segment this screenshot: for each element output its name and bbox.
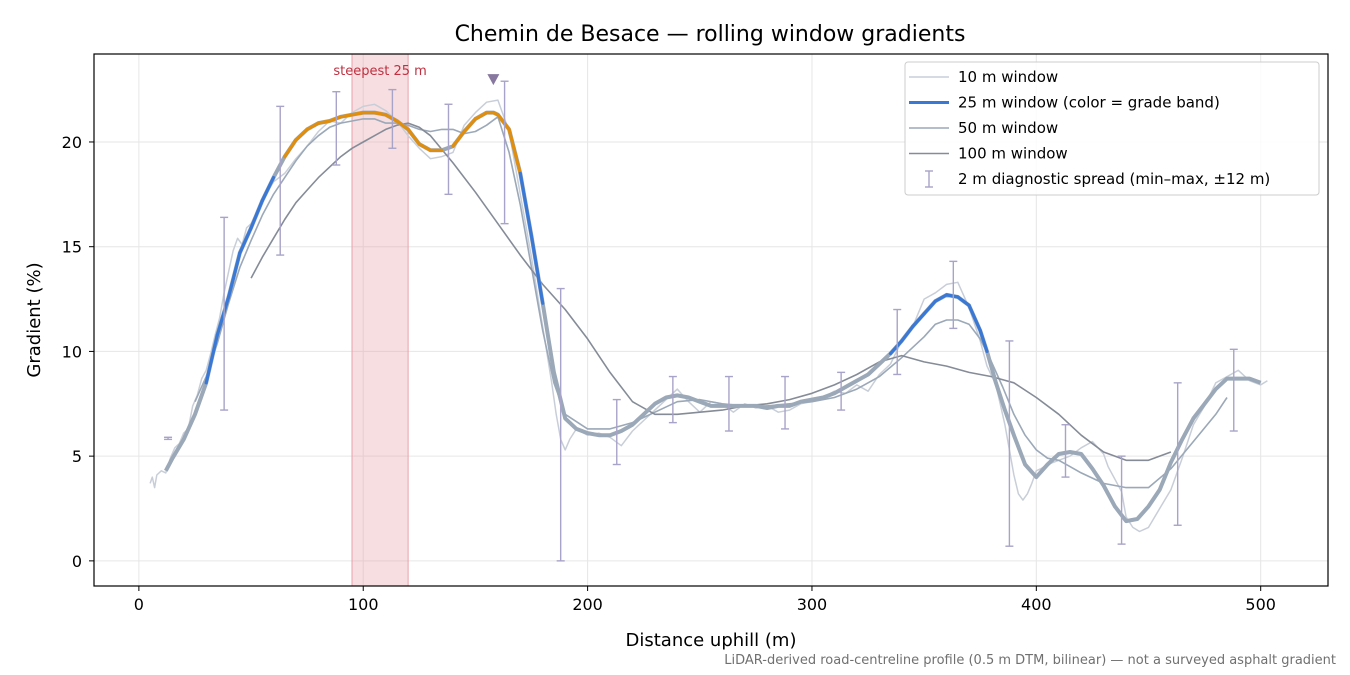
legend: 10 m window 25 m window (color = grade ba… xyxy=(904,61,1320,196)
x-tick-label: 300 xyxy=(797,595,828,614)
series-25m-segment xyxy=(395,119,410,132)
error-bar xyxy=(332,91,341,166)
series-25m-segment xyxy=(888,339,904,356)
x-tick-label: 100 xyxy=(348,595,379,614)
legend-box xyxy=(904,61,1320,196)
series-25m-segment xyxy=(350,111,365,117)
y-tick-label: 0 xyxy=(72,552,82,571)
series-25m-segment xyxy=(507,127,522,175)
series-25m-segment xyxy=(956,295,971,307)
error-bar xyxy=(276,105,285,256)
peak-marker-layer xyxy=(487,74,500,86)
y-tick-label: 10 xyxy=(62,342,82,361)
legend-label: 2 m diagnostic spread (min–max, ±12 m) xyxy=(958,170,1270,188)
error-bar xyxy=(1173,382,1182,526)
error-bar xyxy=(781,375,790,430)
error-bar xyxy=(1229,348,1238,432)
y-tick-label: 15 xyxy=(62,238,82,257)
steepest-band-rect xyxy=(351,53,409,587)
error-bars xyxy=(164,80,1238,562)
legend-entry: 50 m window xyxy=(909,119,1058,137)
series-25m-segment xyxy=(372,111,388,117)
series-25m-segment xyxy=(316,119,332,125)
plot-frame xyxy=(93,53,1329,587)
legend-label: 50 m window xyxy=(958,119,1058,137)
x-tick-label: 0 xyxy=(134,595,144,614)
error-bar xyxy=(164,436,173,441)
series-25m-segment xyxy=(406,127,421,146)
error-bar xyxy=(1005,340,1014,547)
series-25m-segment xyxy=(215,295,231,337)
x-tick-label: 500 xyxy=(1245,595,1276,614)
error-bar xyxy=(1061,424,1070,478)
y-tick-label: 20 xyxy=(62,133,82,152)
error-bar xyxy=(444,103,453,196)
series-25m-segment xyxy=(462,117,478,134)
series-25m-segment xyxy=(249,199,264,230)
legend-entry: 100 m window xyxy=(909,145,1068,163)
footnote: LiDAR-derived road-centreline profile (0… xyxy=(724,653,1336,668)
series-line-0 xyxy=(149,99,1268,533)
error-bar xyxy=(724,375,733,432)
error-bar xyxy=(668,375,677,424)
peak-marker xyxy=(487,74,500,86)
series-25m-segment xyxy=(911,312,926,328)
legend-label: 10 m window xyxy=(958,68,1058,86)
y-axis-label: Gradient (%) xyxy=(24,262,45,377)
series-line-2 xyxy=(194,116,1228,489)
series-25m-segment xyxy=(933,293,949,303)
error-bar xyxy=(949,260,958,330)
error-bar xyxy=(220,216,229,411)
series-25m-segment xyxy=(900,324,915,343)
series-25m-segment xyxy=(944,293,960,299)
error-bar xyxy=(500,80,509,225)
series-25m-segment xyxy=(283,138,298,159)
error-bar xyxy=(1117,455,1126,545)
y-tick-label: 5 xyxy=(72,447,82,466)
series-25m-segment xyxy=(339,113,354,119)
series-25m-segment xyxy=(978,328,989,354)
x-tick-label: 200 xyxy=(572,595,603,614)
error-bar xyxy=(612,398,621,466)
series-25m-segment xyxy=(922,299,937,316)
series-25m-segment xyxy=(967,303,982,333)
ticks: 0 100 200 300 400 500 0 5 10 15 20 xyxy=(62,133,1276,614)
error-bar xyxy=(556,287,565,562)
legend-label: 100 m window xyxy=(958,145,1068,163)
series-25m-segment xyxy=(260,175,276,203)
series-25m-segment xyxy=(238,226,253,255)
series-25m-segment xyxy=(451,129,466,148)
chart-title: Chemin de Besace — rolling window gradie… xyxy=(455,22,966,47)
series-25m-segment xyxy=(417,142,433,152)
series-25m-segment xyxy=(204,333,219,385)
series-25m-segment xyxy=(529,234,545,305)
series-25m-segment xyxy=(327,115,343,123)
legend-entry: 10 m window xyxy=(909,68,1058,86)
series-25m-segment xyxy=(227,251,242,299)
steepest-band-label: steepest 25 m xyxy=(333,64,426,79)
error-bar xyxy=(893,308,902,376)
error-bar xyxy=(837,371,846,411)
legend-entry: 25 m window (color = grade band) xyxy=(909,94,1220,112)
series-25m-segment xyxy=(518,171,534,238)
series-25m-segment xyxy=(305,121,320,132)
series-25m-segment xyxy=(473,111,489,121)
series-layer xyxy=(149,99,1268,533)
series-25m-segment xyxy=(384,113,399,123)
error-bar xyxy=(388,88,397,149)
legend-entry: 2 m diagnostic spread (min–max, ±12 m) xyxy=(925,170,1270,188)
legend-label: 25 m window (color = grade band) xyxy=(958,94,1220,112)
x-tick-label: 400 xyxy=(1021,595,1052,614)
series-25m-segment xyxy=(496,113,511,132)
series-line-3 xyxy=(250,122,1172,462)
series-25m-segment xyxy=(294,127,309,142)
x-axis-label: Distance uphill (m) xyxy=(626,630,797,651)
